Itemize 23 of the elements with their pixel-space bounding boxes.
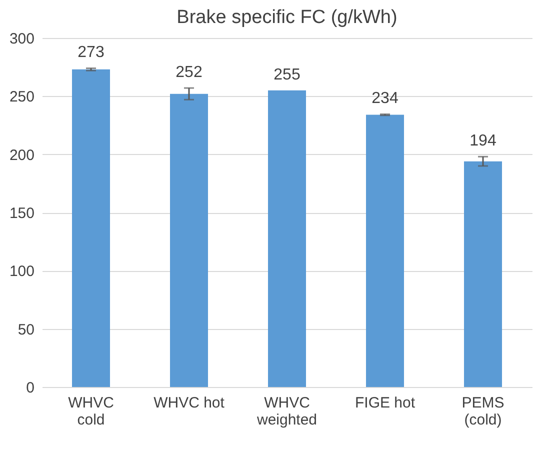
x-tick-label: WHVC hot xyxy=(154,394,226,412)
y-tick-label: 250 xyxy=(9,88,34,106)
data-label: 194 xyxy=(470,132,496,150)
bar xyxy=(268,90,306,387)
y-tick-label: 0 xyxy=(26,380,34,396)
x-tick-label: PEMS (cold) xyxy=(462,394,504,428)
x-tick-label: FIGE hot xyxy=(354,394,416,412)
y-tick-label: 200 xyxy=(9,146,34,164)
y-tick-label: 50 xyxy=(18,321,34,338)
data-label: 255 xyxy=(274,66,300,84)
bar xyxy=(366,114,404,387)
bar xyxy=(72,69,110,387)
bar xyxy=(464,161,502,387)
chart-title: Brake specific FC (g/kWh) xyxy=(176,7,398,28)
data-label: 273 xyxy=(78,44,104,62)
data-label: 234 xyxy=(372,90,398,108)
y-tick-label: 150 xyxy=(9,205,34,222)
x-tick-label: WHVC weighted xyxy=(256,394,318,428)
data-label: 252 xyxy=(176,64,202,82)
x-tick-label: WHVC cold xyxy=(68,394,114,428)
y-tick-label: 100 xyxy=(9,263,34,280)
bar xyxy=(170,94,208,387)
y-tick-label: 300 xyxy=(9,30,34,48)
